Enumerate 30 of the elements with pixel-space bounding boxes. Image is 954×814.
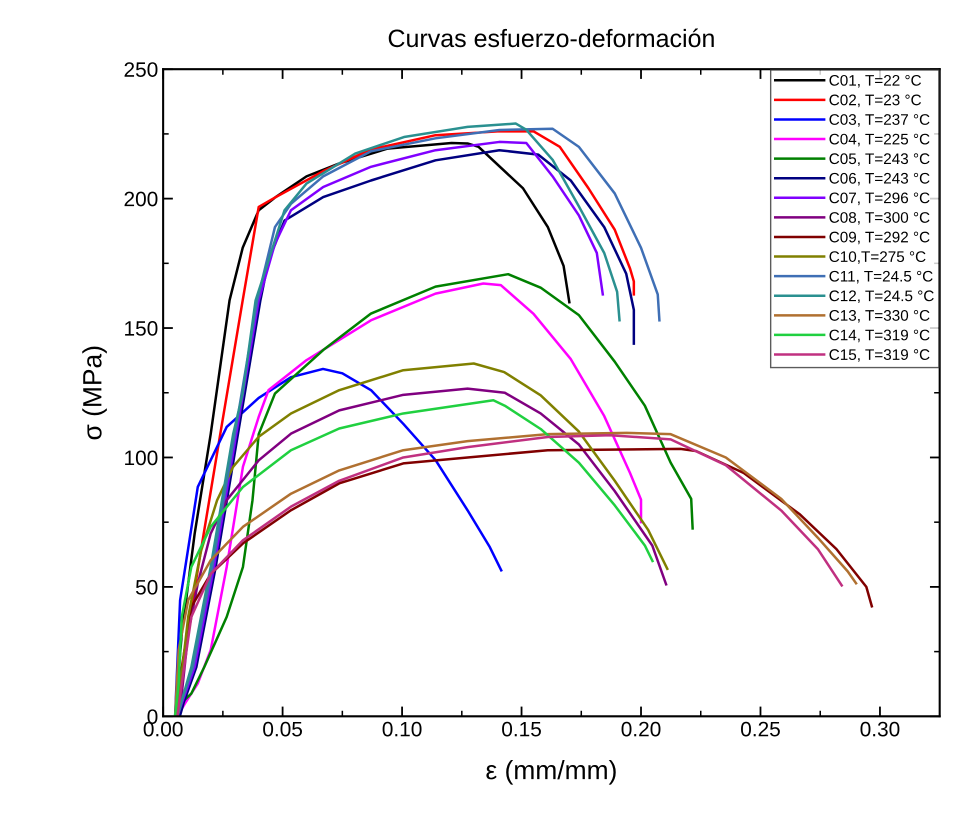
x-tick-label: 0.15 — [502, 722, 541, 736]
legend-label: C04, T=225 °C — [830, 134, 930, 146]
chart-title: Curvas esfuerzo-deformación — [388, 28, 714, 48]
y-axis-title: σ (MPa) — [82, 346, 107, 440]
x-tick-label: 0.25 — [741, 722, 780, 736]
y-tick-label: 200 — [124, 192, 158, 206]
legend-label: C11, T=24.5 °C — [830, 270, 933, 284]
legend-label: C10,T=275 °C — [830, 251, 926, 264]
x-tick-label: 0.20 — [622, 722, 660, 736]
y-tick-label: 150 — [125, 321, 158, 336]
legend-label: C15, T=319 °C — [830, 349, 930, 362]
legend-label: C13, T=330 °C — [830, 310, 930, 323]
x-tick-label: 0.10 — [382, 722, 422, 736]
legend-label: C08, T=300 °C — [830, 212, 930, 225]
legend-label: C03, T=237 °C — [830, 114, 930, 127]
x-tick-label: 0.05 — [263, 722, 302, 736]
x-tick-label: 0.30 — [860, 722, 900, 736]
x-axis-title: ε (mm/mm) — [486, 760, 616, 785]
legend-label: C06, T=243 °C — [830, 172, 930, 186]
x-tick-label: 0.00 — [144, 722, 183, 736]
legend-label: C14, T=319 °C — [830, 330, 930, 342]
legend-label: C07, T=296 °C — [830, 192, 930, 206]
legend-label: C12, T=24.5 °C — [830, 290, 934, 304]
legend-label: C01, T=22 °C — [830, 74, 922, 88]
y-tick-label: 50 — [136, 580, 158, 595]
y-tick-label: 250 — [124, 62, 158, 77]
legend-label: C09, T=292 °C — [830, 232, 930, 244]
y-tick-label: 100 — [125, 450, 158, 466]
legend-label: C02, T=23 °C — [830, 94, 922, 108]
legend-label: C05, T=243 °C — [830, 153, 930, 166]
